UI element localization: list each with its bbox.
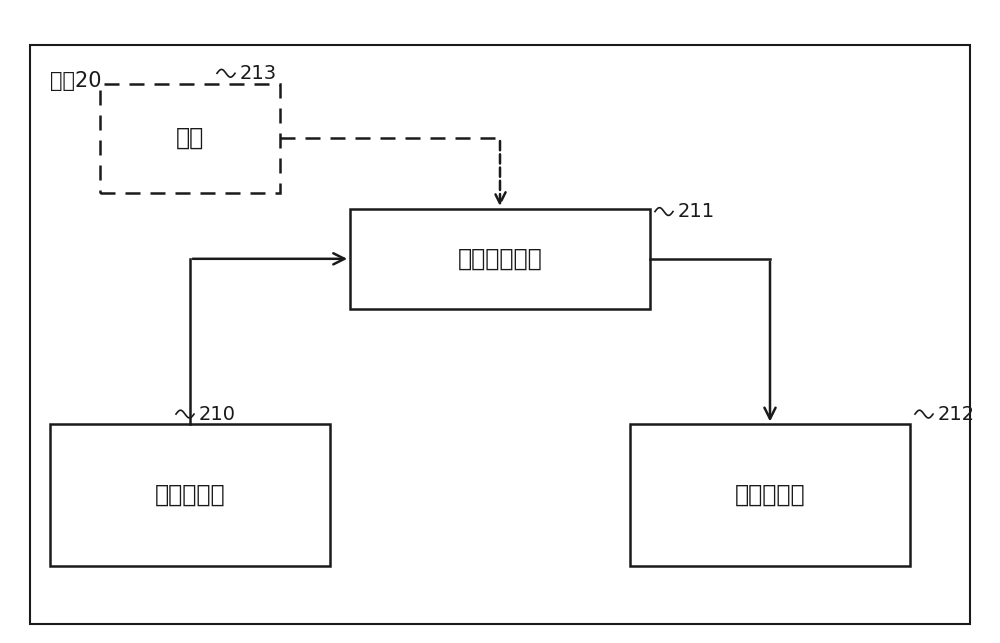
Text: 电源: 电源 — [176, 126, 204, 150]
Text: 211: 211 — [678, 202, 715, 221]
Text: 电源控制组件: 电源控制组件 — [458, 247, 542, 271]
Text: 调制解调器: 调制解调器 — [155, 483, 225, 507]
Text: 213: 213 — [240, 64, 277, 83]
Bar — [350, 209, 650, 309]
Bar — [100, 84, 280, 193]
Bar — [50, 424, 330, 566]
Text: 212: 212 — [938, 404, 975, 424]
Text: 功率放大器: 功率放大器 — [735, 483, 805, 507]
Bar — [630, 424, 910, 566]
Text: 终端20: 终端20 — [50, 71, 102, 91]
Text: 210: 210 — [199, 404, 236, 424]
